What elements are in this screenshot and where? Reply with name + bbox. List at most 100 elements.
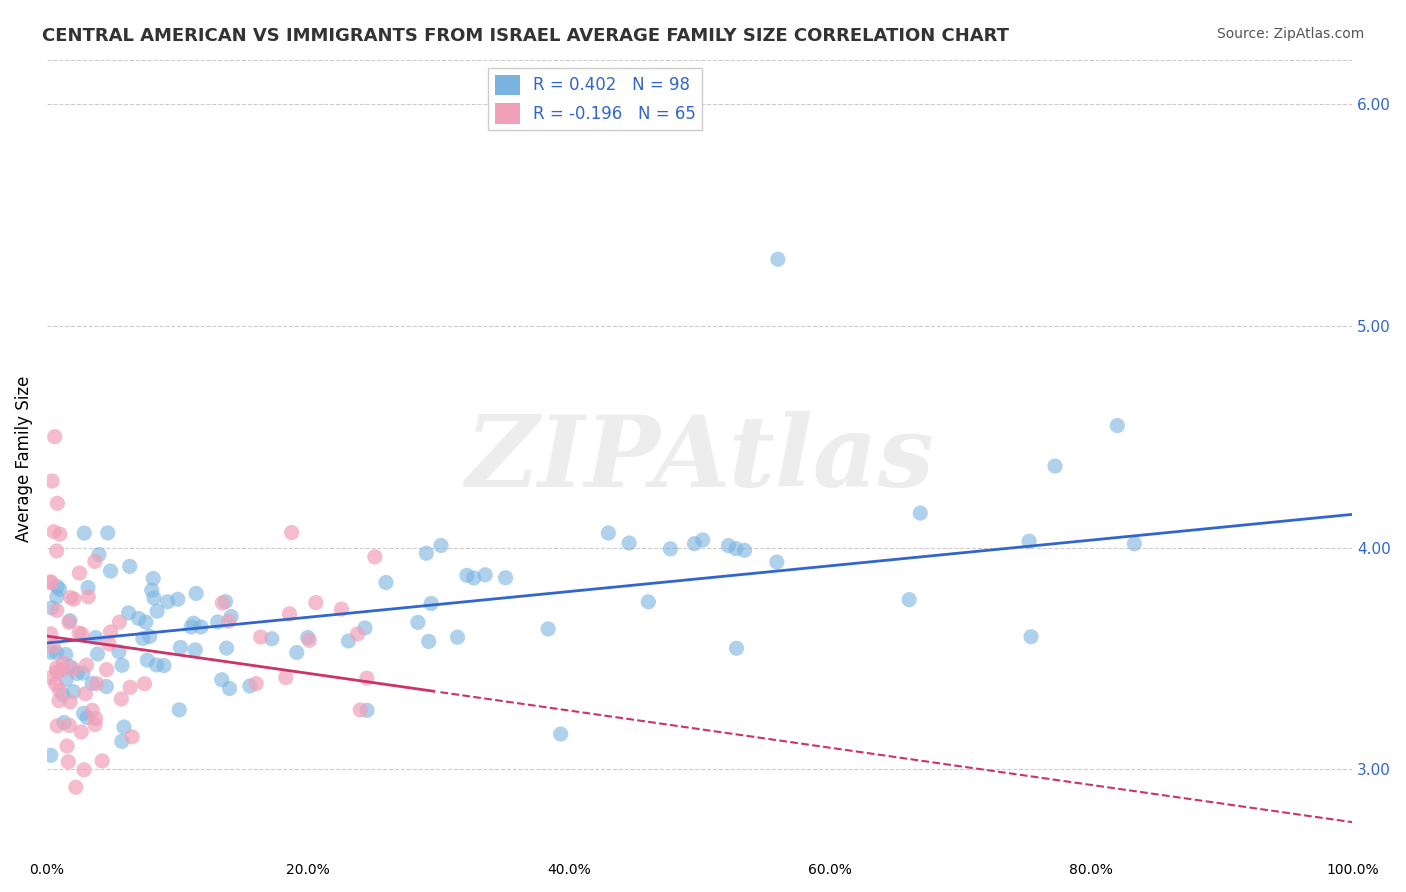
Immigrants from Israel — [346, 627, 368, 641]
Central Americans — [724, 541, 747, 556]
Central Americans — [117, 606, 139, 620]
Central Americans — [456, 568, 478, 582]
Immigrants from Israel — [120, 681, 142, 695]
Central Americans — [692, 533, 714, 547]
Central Americans — [46, 580, 69, 594]
Immigrants from Israel — [52, 656, 75, 670]
Immigrants from Israel — [59, 591, 82, 605]
Immigrants from Israel — [274, 671, 297, 685]
Immigrants from Israel — [51, 663, 73, 677]
Central Americans — [142, 591, 165, 605]
Central Americans — [84, 631, 107, 645]
Immigrants from Israel — [45, 677, 67, 691]
Central Americans — [446, 630, 468, 644]
Text: Source: ZipAtlas.com: Source: ZipAtlas.com — [1216, 27, 1364, 41]
Central Americans — [82, 676, 104, 690]
Immigrants from Israel — [58, 755, 80, 769]
Immigrants from Israel — [91, 754, 114, 768]
Central Americans — [215, 641, 238, 656]
Central Americans — [766, 555, 789, 569]
Central Americans — [135, 615, 157, 629]
Central Americans — [430, 539, 453, 553]
Central Americans — [87, 548, 110, 562]
Text: ZIPAtlas: ZIPAtlas — [465, 410, 934, 508]
Immigrants from Israel — [249, 630, 271, 644]
Central Americans — [766, 252, 789, 267]
Central Americans — [406, 615, 429, 630]
Central Americans — [418, 634, 440, 648]
Central Americans — [118, 559, 141, 574]
Central Americans — [190, 620, 212, 634]
Central Americans — [1123, 537, 1146, 551]
Central Americans — [53, 715, 76, 730]
Central Americans — [463, 571, 485, 585]
Central Americans — [136, 653, 159, 667]
Central Americans — [717, 539, 740, 553]
Immigrants from Israel — [65, 780, 87, 795]
Immigrants from Israel — [48, 694, 70, 708]
Central Americans — [375, 575, 398, 590]
Immigrants from Israel — [58, 615, 80, 630]
Immigrants from Israel — [298, 633, 321, 648]
Central Americans — [132, 632, 155, 646]
Central Americans — [211, 673, 233, 687]
Legend: R = 0.402   N = 98, R = -0.196   N = 65: R = 0.402 N = 98, R = -0.196 N = 65 — [488, 68, 703, 130]
Central Americans — [62, 684, 84, 698]
Immigrants from Israel — [39, 575, 62, 590]
Immigrants from Israel — [305, 596, 328, 610]
Central Americans — [1043, 459, 1066, 474]
Immigrants from Israel — [39, 574, 62, 589]
Central Americans — [910, 506, 932, 520]
Central Americans — [52, 688, 75, 702]
Immigrants from Israel — [42, 639, 65, 653]
Immigrants from Israel — [211, 596, 233, 610]
Central Americans — [167, 703, 190, 717]
Immigrants from Israel — [45, 661, 67, 675]
Immigrants from Israel — [86, 676, 108, 690]
Central Americans — [111, 734, 134, 748]
Immigrants from Israel — [364, 549, 387, 564]
Immigrants from Israel — [49, 527, 72, 541]
Central Americans — [180, 620, 202, 634]
Immigrants from Israel — [77, 590, 100, 604]
Central Americans — [169, 640, 191, 655]
Central Americans — [420, 597, 443, 611]
Central Americans — [108, 645, 131, 659]
Immigrants from Israel — [56, 739, 79, 753]
Central Americans — [55, 673, 77, 687]
Central Americans — [141, 583, 163, 598]
Central Americans — [128, 611, 150, 625]
Central Americans — [156, 595, 179, 609]
Central Americans — [495, 571, 517, 585]
Central Americans — [39, 645, 62, 659]
Immigrants from Israel — [48, 683, 70, 698]
Immigrants from Israel — [73, 763, 96, 777]
Immigrants from Israel — [46, 496, 69, 510]
Immigrants from Israel — [39, 627, 62, 641]
Central Americans — [186, 586, 208, 600]
Central Americans — [111, 658, 134, 673]
Immigrants from Israel — [45, 544, 67, 558]
Immigrants from Israel — [134, 677, 156, 691]
Central Americans — [55, 648, 77, 662]
Immigrants from Israel — [76, 658, 98, 673]
Central Americans — [72, 706, 94, 721]
Central Americans — [66, 666, 89, 681]
Central Americans — [356, 703, 378, 717]
Immigrants from Israel — [278, 607, 301, 621]
Central Americans — [285, 646, 308, 660]
Central Americans — [219, 609, 242, 624]
Immigrants from Israel — [42, 524, 65, 539]
Central Americans — [260, 632, 283, 646]
Central Americans — [59, 659, 82, 673]
Immigrants from Israel — [70, 725, 93, 739]
Central Americans — [337, 634, 360, 648]
Central Americans — [1018, 534, 1040, 549]
Central Americans — [1019, 630, 1042, 644]
Central Americans — [474, 567, 496, 582]
Immigrants from Israel — [349, 703, 371, 717]
Central Americans — [239, 679, 262, 693]
Central Americans — [48, 582, 70, 597]
Immigrants from Israel — [59, 695, 82, 709]
Immigrants from Israel — [44, 430, 66, 444]
